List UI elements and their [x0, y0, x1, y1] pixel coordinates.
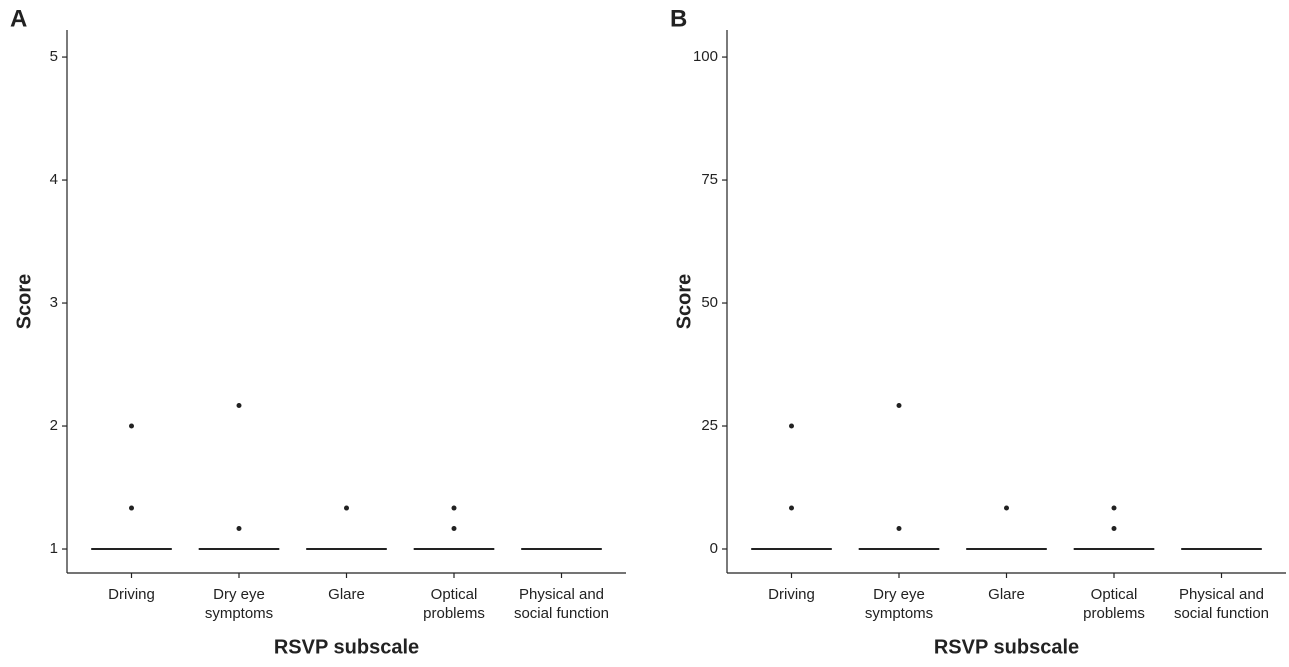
x-tick-label: symptoms: [205, 605, 273, 622]
x-tick-label: Dry eye: [213, 586, 265, 603]
y-tick-label: 4: [50, 171, 58, 188]
outlier: [236, 525, 242, 531]
x-tick-label: problems: [1083, 605, 1145, 622]
y-tick-label: 5: [50, 48, 58, 65]
y-tick-label: 100: [693, 48, 718, 65]
y-tick-label: 3: [50, 294, 58, 311]
outlier: [896, 402, 902, 408]
outlier: [129, 505, 134, 511]
outlier: [129, 423, 134, 429]
outlier: [896, 525, 902, 531]
x-tick-label: Driving: [108, 586, 155, 603]
x-tick-label: Optical: [431, 586, 478, 603]
x-tick-label: Glare: [328, 586, 365, 603]
y-axis-label: Score: [673, 274, 695, 330]
outlier: [1111, 525, 1117, 531]
x-tick-label: Dry eye: [873, 586, 925, 603]
x-tick-label: Glare: [988, 586, 1025, 603]
x-tick-label: social function: [1174, 605, 1269, 622]
x-tick-label: Physical and: [519, 586, 604, 603]
x-axis-label: RSVP subscale: [274, 636, 419, 658]
x-tick-label: Physical and: [1179, 586, 1264, 603]
outlier: [789, 423, 794, 429]
x-tick-label: Optical: [1091, 586, 1138, 603]
y-axis-label: Score: [13, 274, 35, 330]
outlier: [451, 525, 457, 531]
panel-label: A: [10, 5, 27, 32]
y-tick-label: 50: [701, 294, 718, 311]
x-tick-label: symptoms: [865, 605, 933, 622]
outlier: [789, 505, 794, 511]
outlier: [344, 505, 349, 511]
x-tick-label: Driving: [768, 586, 815, 603]
x-axis-label: RSVP subscale: [934, 636, 1079, 658]
x-tick-label: problems: [423, 605, 485, 622]
y-tick-label: 75: [701, 171, 718, 188]
y-tick-label: 2: [50, 417, 58, 434]
y-tick-label: 1: [50, 540, 58, 557]
panel-label: B: [670, 5, 687, 32]
outlier: [451, 505, 457, 511]
outlier: [1004, 505, 1009, 511]
outlier: [1111, 505, 1117, 511]
y-tick-label: 25: [701, 417, 718, 434]
outlier: [236, 402, 242, 408]
x-tick-label: social function: [514, 605, 609, 622]
y-tick-label: 0: [710, 540, 718, 557]
